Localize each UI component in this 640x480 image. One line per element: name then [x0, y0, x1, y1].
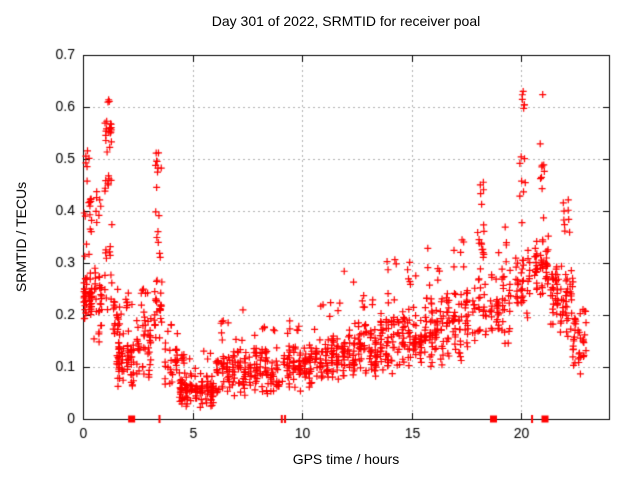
chart-title: Day 301 of 2022, SRMTID for receiver poa…: [211, 13, 481, 29]
y-axis-label: SRMTID / TECUs: [13, 181, 29, 293]
x-axis-label: GPS time / hours: [292, 451, 400, 467]
